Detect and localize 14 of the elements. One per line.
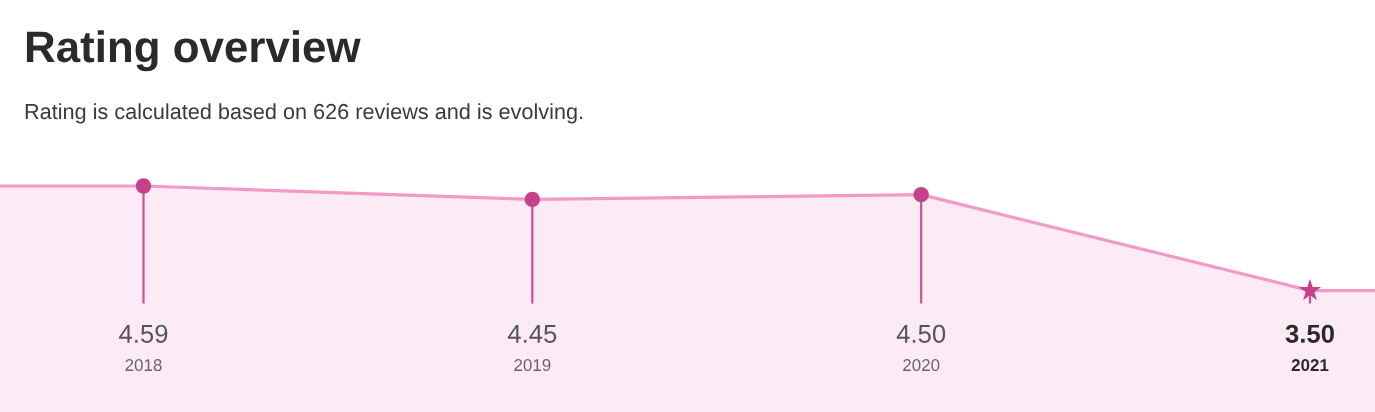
chart-subtitle: Rating is calculated based on 626 reviews and is evolving. <box>25 103 583 124</box>
point <box>135 178 152 194</box>
point <box>1298 278 1322 301</box>
data-label: 3.50 <box>1285 324 1334 343</box>
x-tick-label: 2018 <box>125 359 162 372</box>
x-tick-label: 2020 <box>903 359 940 372</box>
chart-title: Rating overview <box>26 30 361 72</box>
data-label: 4.45 <box>507 324 557 343</box>
data-label: 4.59 <box>119 324 168 343</box>
x-tick-label: 2021 <box>1291 359 1329 372</box>
point <box>913 187 929 203</box>
x-tick-label: 2019 <box>514 359 551 372</box>
point <box>524 191 540 208</box>
data-label: 4.50 <box>896 324 946 343</box>
